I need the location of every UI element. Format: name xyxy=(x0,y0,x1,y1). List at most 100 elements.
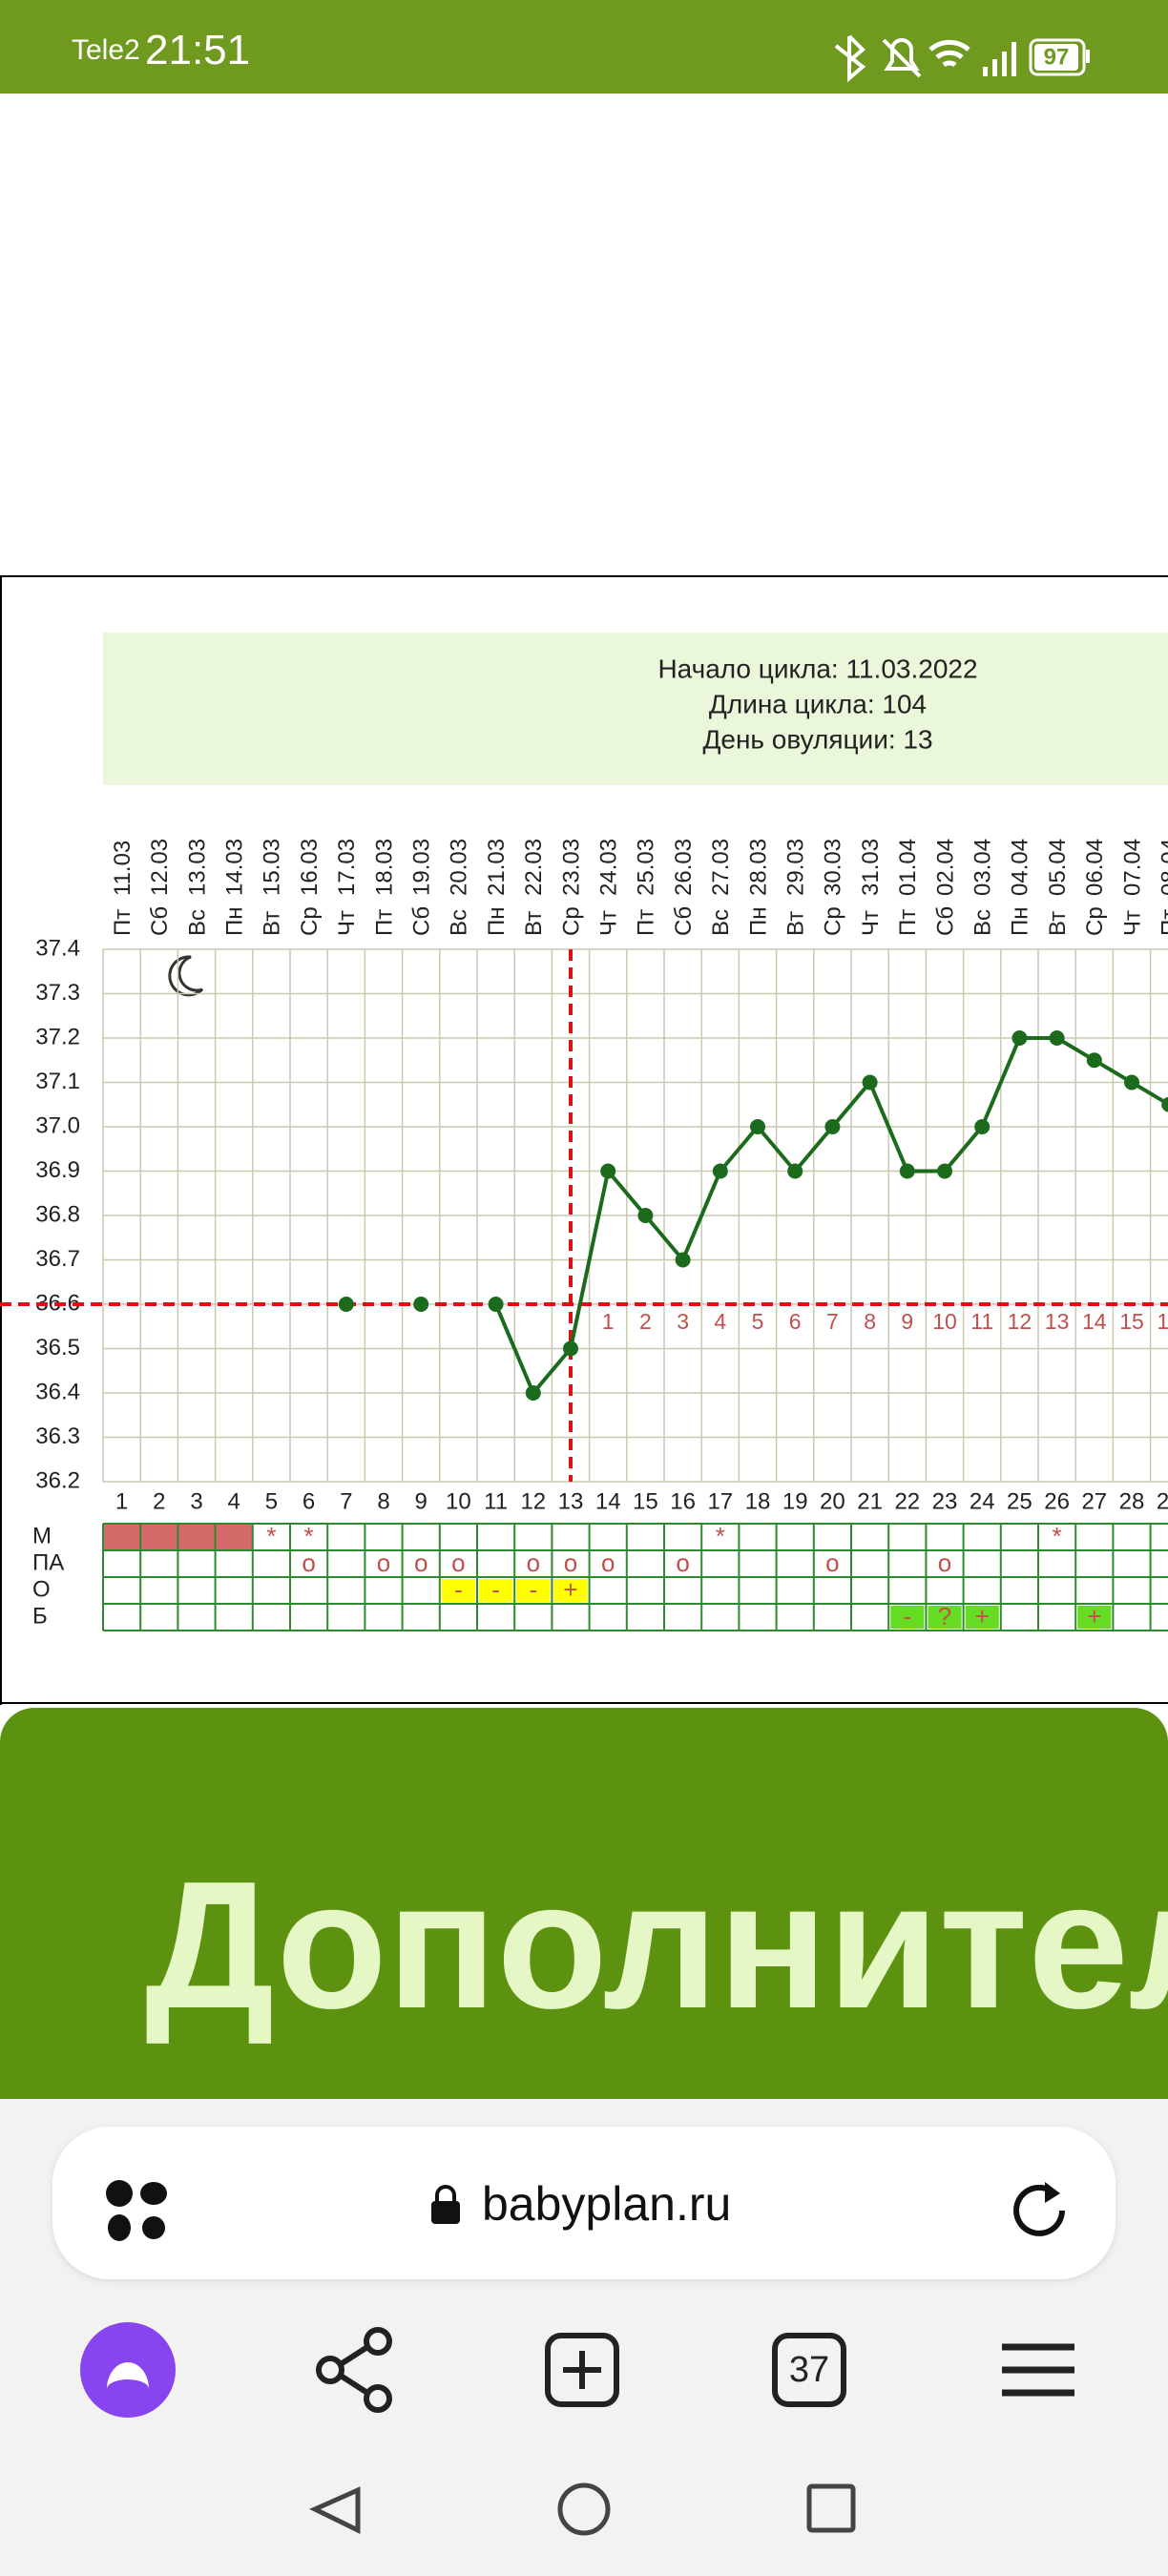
row-label: ПА xyxy=(32,1549,64,1575)
y-tick-label: 37.0 xyxy=(35,1112,80,1138)
weekday-label: Вт xyxy=(783,911,809,936)
new-tab-button[interactable] xyxy=(545,2333,619,2407)
share-button[interactable] xyxy=(316,2327,392,2413)
tabs-button[interactable] xyxy=(772,2333,846,2407)
date-label: 11.03 xyxy=(110,841,136,896)
x-tick-label: 28 xyxy=(1119,1488,1145,1514)
date-label: 21.03 xyxy=(484,839,510,896)
temperature-point xyxy=(937,1163,952,1179)
reload-icon[interactable] xyxy=(1007,2174,1074,2241)
recents-button[interactable] xyxy=(806,2483,856,2533)
temperature-point xyxy=(600,1163,616,1179)
date-label: 05.04 xyxy=(1045,839,1071,896)
weekday-label: Пт xyxy=(371,909,397,936)
x-tick-label: 25 xyxy=(1007,1488,1032,1514)
weekday-label: Пн xyxy=(222,906,248,936)
cell-mark: - xyxy=(903,1602,911,1631)
temperature-point xyxy=(563,1340,578,1357)
x-tick-label: 5 xyxy=(265,1488,278,1514)
x-tick-label: 9 xyxy=(415,1488,428,1514)
x-tick-label: 27 xyxy=(1081,1488,1107,1514)
x-tick-label: 29 xyxy=(1157,1488,1168,1514)
x-tick-label: 8 xyxy=(377,1488,389,1514)
date-label: 29.03 xyxy=(783,839,809,896)
date-label: 04.04 xyxy=(1008,839,1033,896)
status-icons: 97 xyxy=(834,34,1090,83)
cell-mark: o xyxy=(451,1548,465,1577)
date-label: 17.03 xyxy=(334,839,360,896)
x-tick-label: 13 xyxy=(558,1488,584,1514)
cell-mark: + xyxy=(1087,1602,1101,1631)
address-bar[interactable]: babyplan.ru xyxy=(52,2127,1116,2279)
weekday-label: Сб xyxy=(932,906,958,936)
tabs-count[interactable]: 37 xyxy=(789,2350,829,2390)
temperature-point xyxy=(1049,1030,1065,1046)
weekday-label: Ср xyxy=(297,906,323,936)
weekday-label: Ср xyxy=(821,906,846,936)
date-label: 24.03 xyxy=(596,839,622,896)
home-button[interactable] xyxy=(557,2483,611,2536)
filled-cell xyxy=(103,1524,141,1550)
date-label: 25.03 xyxy=(634,839,659,896)
temperature-point xyxy=(675,1252,691,1268)
weekday-label: Вс xyxy=(970,909,996,936)
weekday-label: Пт xyxy=(110,909,136,936)
y-tick-label: 37.2 xyxy=(35,1024,80,1049)
cell-mark: + xyxy=(563,1575,577,1604)
banner-title: Дополнитель xyxy=(145,1844,1168,2046)
date-label: 15.03 xyxy=(260,839,285,896)
cell-mark: o xyxy=(377,1548,390,1577)
x-tick-label: 24 xyxy=(970,1488,995,1514)
phase-day-label: 3 xyxy=(677,1309,689,1334)
cell-mark: * xyxy=(266,1522,276,1550)
date-label: 26.03 xyxy=(671,839,697,896)
y-tick-label: 36.7 xyxy=(35,1246,80,1272)
weekday-label: Вт xyxy=(260,911,285,936)
cell-mark: * xyxy=(716,1522,725,1550)
filled-cell xyxy=(215,1524,253,1550)
x-tick-label: 2 xyxy=(153,1488,165,1514)
back-button[interactable] xyxy=(309,2486,361,2535)
menu-grid-icon[interactable] xyxy=(100,2174,177,2251)
cell-mark: o xyxy=(825,1548,839,1577)
phase-day-label: 4 xyxy=(714,1309,726,1334)
weekday-label: Пн xyxy=(1008,906,1033,936)
date-label: 28.03 xyxy=(745,839,771,896)
cell-mark: o xyxy=(601,1548,615,1577)
phase-day-label: 12 xyxy=(1008,1309,1032,1334)
x-tick-label: 14 xyxy=(595,1488,621,1514)
cycle-info: Длина цикла: 104 xyxy=(709,689,927,718)
temperature-point xyxy=(899,1163,915,1179)
cell-mark: * xyxy=(1053,1522,1062,1550)
x-tick-label: 21 xyxy=(857,1488,883,1514)
date-label: 23.03 xyxy=(558,839,584,896)
date-label: 31.03 xyxy=(858,839,884,896)
url[interactable]: babyplan.ru xyxy=(482,2177,732,2231)
battery-level: 97 xyxy=(1044,44,1070,70)
y-tick-label: 37.4 xyxy=(35,935,80,961)
temperature-point xyxy=(637,1208,654,1223)
row-label: Б xyxy=(32,1603,48,1629)
weekday-label: Сб xyxy=(147,906,173,936)
temperature-point xyxy=(787,1163,803,1179)
phase-day-label: 5 xyxy=(752,1309,764,1334)
cell-mark: o xyxy=(414,1548,428,1577)
x-tick-label: 22 xyxy=(894,1488,920,1514)
cell-mark: o xyxy=(302,1548,315,1577)
x-tick-label: 26 xyxy=(1044,1488,1070,1514)
x-tick-label: 20 xyxy=(820,1488,845,1514)
phase-day-label: 11 xyxy=(970,1309,993,1334)
x-tick-label: 12 xyxy=(520,1488,546,1514)
filled-cell xyxy=(140,1524,178,1550)
date-label: 07.04 xyxy=(1119,839,1145,896)
weekday-label: Вс xyxy=(447,909,472,936)
date-label: 02.04 xyxy=(932,839,958,896)
cell-mark: o xyxy=(938,1548,951,1577)
phase-day-label: 9 xyxy=(901,1309,913,1334)
x-tick-label: 3 xyxy=(190,1488,202,1514)
temperature-point xyxy=(750,1119,765,1134)
phase-day-label: 10 xyxy=(932,1309,957,1334)
menu-button[interactable] xyxy=(1002,2343,1074,2397)
row-label: О xyxy=(32,1576,51,1602)
